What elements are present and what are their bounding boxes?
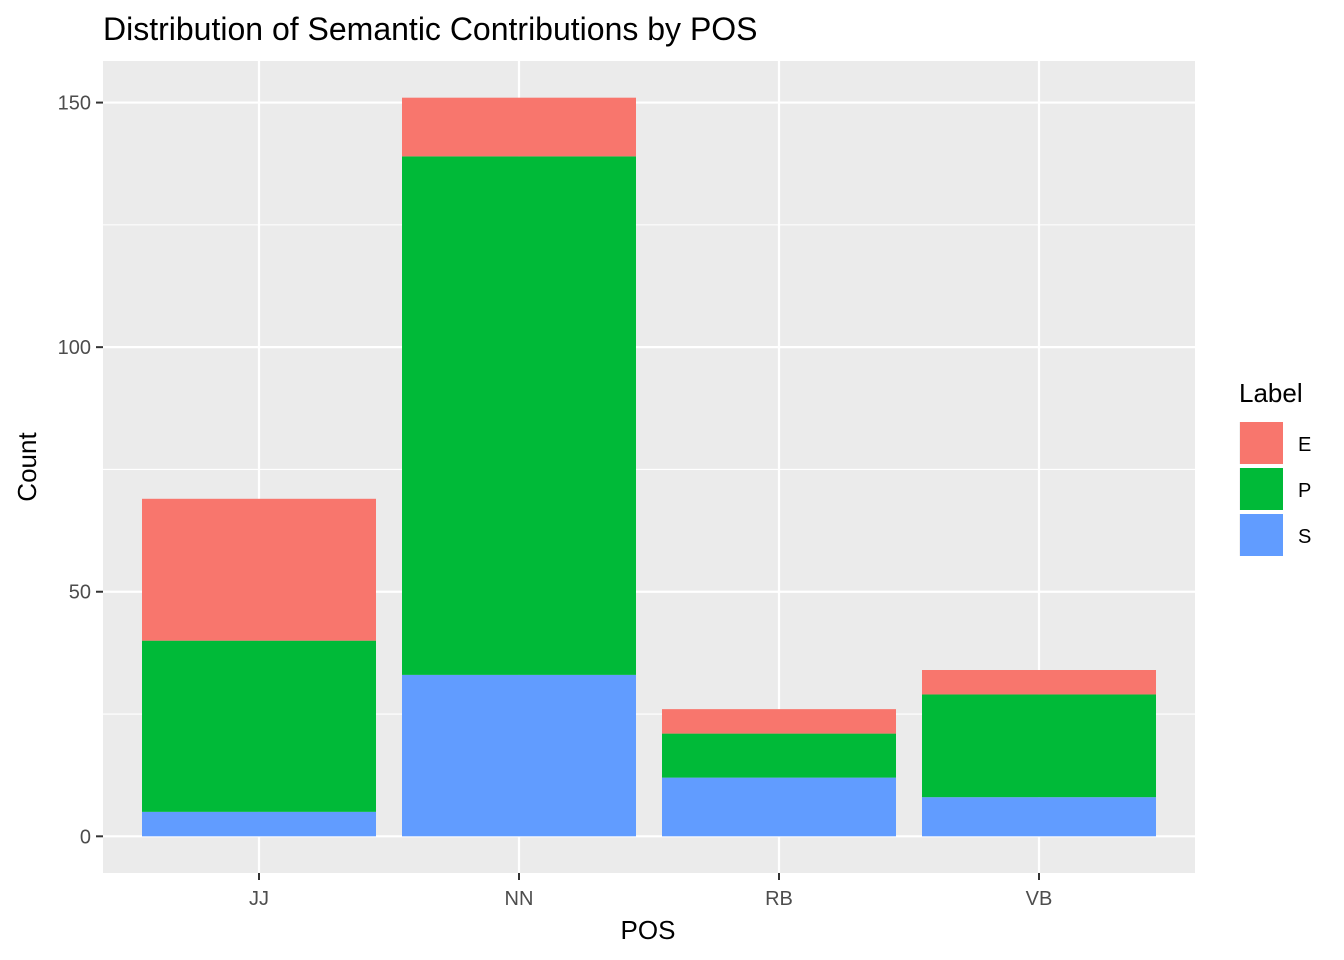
y-axis: 0 50 100 150: [58, 93, 103, 848]
y-tick-label: 150: [58, 93, 91, 115]
bar-vb-p: [922, 694, 1156, 798]
x-tick-label: RB: [765, 888, 793, 910]
x-tick-label: VB: [1026, 888, 1053, 910]
legend-key-p: [1240, 468, 1283, 510]
bar-vb-e: [922, 670, 1156, 695]
chart-title: Distribution of Semantic Contributions b…: [103, 11, 758, 47]
bar-nn-e: [402, 97, 636, 157]
legend-label-s: S: [1298, 526, 1311, 548]
legend-label-e: E: [1298, 434, 1311, 456]
y-tick-label: 50: [69, 582, 91, 604]
legend-key-e: [1240, 422, 1283, 464]
bar-rb-e: [662, 709, 896, 734]
bar-stacks: [142, 97, 1156, 837]
bar-rb-s: [662, 777, 896, 837]
bar-nn-s: [402, 674, 636, 837]
legend-key-s: [1240, 514, 1283, 556]
bar-nn-p: [402, 156, 636, 675]
bar-jj-s: [142, 811, 376, 837]
x-tick-label: JJ: [249, 888, 269, 910]
legend-label-p: P: [1298, 480, 1311, 502]
y-axis-title: Count: [12, 432, 42, 502]
legend-title: Label: [1239, 378, 1303, 408]
legend: Label E P S: [1239, 378, 1311, 556]
y-tick-label: 0: [80, 826, 91, 848]
bar-rb-p: [662, 733, 896, 778]
x-tick-label: NN: [505, 888, 534, 910]
x-axis-title: POS: [621, 915, 676, 945]
bar-jj-e: [142, 498, 376, 641]
bar-vb-s: [922, 797, 1156, 837]
y-tick-label: 100: [58, 337, 91, 359]
legend-items: E P S: [1239, 422, 1311, 556]
bar-jj-p: [142, 640, 376, 812]
x-axis: JJ NN RB VB: [249, 873, 1052, 910]
